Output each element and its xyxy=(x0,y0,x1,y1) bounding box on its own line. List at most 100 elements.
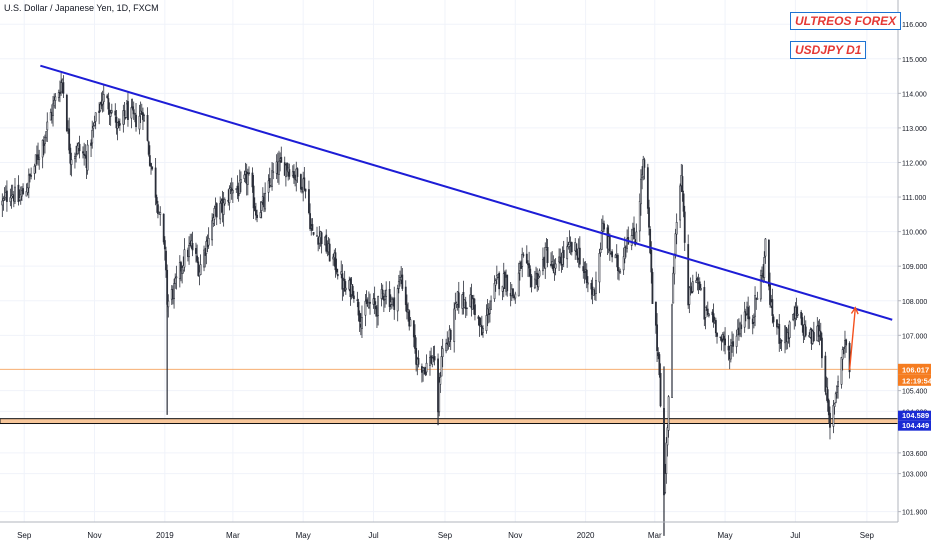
candle-body xyxy=(706,308,709,316)
candle-body xyxy=(570,242,573,253)
candle-body xyxy=(630,235,633,246)
candle-body xyxy=(10,195,13,199)
candle-body xyxy=(441,348,444,358)
price-tick-label: 112.000 xyxy=(902,160,927,167)
candle-body xyxy=(384,295,386,300)
candle-body xyxy=(833,403,836,407)
candle-body xyxy=(552,263,555,271)
candle-body xyxy=(240,179,242,184)
candle-body xyxy=(182,265,185,271)
candle-body xyxy=(618,270,620,273)
candle-body xyxy=(369,301,371,304)
candle-body xyxy=(127,101,129,120)
candle-body xyxy=(829,412,831,428)
candle-body xyxy=(271,170,273,187)
current-price-label: 106.017 xyxy=(902,365,929,374)
price-tick-label: 110.000 xyxy=(902,230,927,237)
candle-body xyxy=(114,110,117,116)
candle-body xyxy=(98,110,101,113)
candle-body xyxy=(19,194,22,201)
candle-body xyxy=(551,261,554,265)
candle-body xyxy=(623,247,626,260)
countdown-label: 12:19:54 xyxy=(902,376,932,385)
candle-body xyxy=(396,288,399,312)
candle-body xyxy=(264,193,267,210)
candle-body xyxy=(439,376,442,385)
candle-body xyxy=(708,313,710,316)
candle-body xyxy=(599,248,602,254)
candle-body xyxy=(197,261,200,276)
time-tick-label: May xyxy=(296,531,311,540)
candle-body xyxy=(388,289,391,307)
candle-body xyxy=(344,287,347,291)
candle-body xyxy=(377,296,380,316)
candle-body xyxy=(659,372,662,407)
candle-body xyxy=(93,122,96,126)
candle-body xyxy=(167,300,170,308)
candle-body xyxy=(406,304,408,313)
candle-body xyxy=(754,295,756,317)
candle-body xyxy=(147,141,150,155)
candle-body xyxy=(109,112,112,117)
candle-body xyxy=(600,230,603,250)
candle-body xyxy=(747,307,750,320)
candle-body xyxy=(46,121,49,131)
candle-body xyxy=(675,221,678,235)
candle-body xyxy=(412,320,415,338)
candle-body xyxy=(763,257,766,278)
candle-body xyxy=(453,308,456,343)
candle-body xyxy=(687,244,690,306)
candle-body xyxy=(845,339,848,346)
candle-body xyxy=(52,103,54,116)
projection-arrow xyxy=(848,307,857,370)
candle-body xyxy=(180,262,182,272)
candle-body xyxy=(638,200,641,232)
candle-body xyxy=(199,264,202,275)
candle-body xyxy=(719,336,722,339)
candle-body xyxy=(578,247,581,265)
candle-body xyxy=(91,129,94,144)
candle-body xyxy=(493,283,496,300)
candle-body xyxy=(772,316,775,323)
candle-body xyxy=(268,178,271,184)
candle-body xyxy=(76,145,79,155)
support-bottom-label: 104.449 xyxy=(902,421,929,430)
candle-body xyxy=(44,137,46,145)
candle-body xyxy=(598,253,601,283)
candle-body xyxy=(433,356,436,361)
candle-body xyxy=(267,180,270,193)
price-tick-label: 115.000 xyxy=(902,57,927,64)
candle-body xyxy=(566,246,569,260)
candle-body xyxy=(699,287,702,291)
candle-body xyxy=(679,185,682,221)
candle-body xyxy=(698,281,701,290)
candle-body xyxy=(671,304,673,398)
candle-body xyxy=(328,243,331,262)
candle-body xyxy=(364,300,367,316)
candle-body xyxy=(834,393,837,403)
candle-body xyxy=(464,301,467,310)
candle-body xyxy=(506,274,509,292)
brand-label: ULTREOS FOREX xyxy=(790,12,902,30)
candle-body xyxy=(299,174,302,190)
price-tick-label: 107.000 xyxy=(902,333,927,340)
candle-body xyxy=(650,249,653,273)
price-tick-label: 116.000 xyxy=(902,22,927,29)
candle-body xyxy=(538,270,541,277)
candle-body xyxy=(29,173,31,176)
candle-body xyxy=(373,297,376,305)
candle-body xyxy=(312,232,315,235)
candle-body xyxy=(165,250,167,271)
candle-body xyxy=(293,171,295,179)
candle-body xyxy=(219,203,222,220)
candle-body xyxy=(716,332,718,337)
time-tick-label: Jul xyxy=(790,531,800,540)
candle-body xyxy=(195,248,197,254)
candle-body xyxy=(821,337,823,359)
candle-body xyxy=(801,317,804,326)
candle-body xyxy=(550,263,552,266)
candle-body xyxy=(138,115,141,130)
candle-body xyxy=(478,317,481,327)
